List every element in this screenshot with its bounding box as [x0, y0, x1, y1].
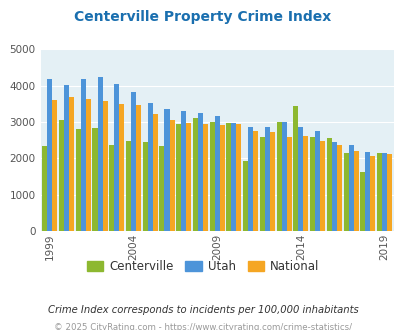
- Bar: [353, 151, 358, 231]
- Bar: [269, 132, 274, 231]
- Bar: [336, 145, 341, 231]
- Bar: [214, 116, 219, 231]
- Text: Centerville Property Crime Index: Centerville Property Crime Index: [74, 10, 331, 24]
- Bar: [236, 124, 241, 231]
- Bar: [247, 127, 253, 231]
- Bar: [298, 127, 303, 231]
- Bar: [281, 122, 286, 231]
- Bar: [376, 152, 381, 231]
- Bar: [186, 123, 191, 231]
- Text: Crime Index corresponds to incidents per 100,000 inhabitants: Crime Index corresponds to incidents per…: [47, 305, 358, 315]
- Bar: [81, 79, 85, 231]
- Bar: [192, 118, 198, 231]
- Bar: [243, 161, 247, 231]
- Bar: [360, 172, 364, 231]
- Bar: [253, 131, 258, 231]
- Bar: [198, 113, 202, 231]
- Bar: [136, 105, 141, 231]
- Bar: [276, 122, 281, 231]
- Bar: [320, 141, 324, 231]
- Bar: [348, 145, 353, 231]
- Bar: [209, 122, 214, 231]
- Bar: [293, 106, 298, 231]
- Bar: [176, 124, 181, 231]
- Bar: [42, 146, 47, 231]
- Bar: [343, 153, 348, 231]
- Bar: [152, 114, 158, 231]
- Bar: [143, 142, 147, 231]
- Bar: [64, 85, 69, 231]
- Bar: [314, 131, 320, 231]
- Bar: [119, 104, 124, 231]
- Bar: [326, 138, 331, 231]
- Bar: [85, 99, 91, 231]
- Bar: [364, 152, 369, 231]
- Bar: [202, 124, 207, 231]
- Bar: [109, 145, 114, 231]
- Bar: [97, 77, 102, 231]
- Bar: [131, 92, 136, 231]
- Bar: [226, 123, 231, 231]
- Bar: [102, 101, 107, 231]
- Text: © 2025 CityRating.com - https://www.cityrating.com/crime-statistics/: © 2025 CityRating.com - https://www.city…: [54, 323, 351, 330]
- Bar: [169, 120, 174, 231]
- Bar: [164, 109, 169, 231]
- Bar: [309, 137, 314, 231]
- Bar: [386, 154, 391, 231]
- Bar: [381, 153, 386, 231]
- Bar: [231, 123, 236, 231]
- Bar: [59, 120, 64, 231]
- Bar: [114, 83, 119, 231]
- Bar: [147, 103, 152, 231]
- Bar: [159, 146, 164, 231]
- Bar: [92, 127, 97, 231]
- Bar: [126, 141, 131, 231]
- Bar: [331, 142, 336, 231]
- Bar: [52, 100, 57, 231]
- Bar: [369, 156, 375, 231]
- Bar: [286, 137, 291, 231]
- Bar: [76, 129, 81, 231]
- Bar: [219, 125, 224, 231]
- Bar: [69, 97, 74, 231]
- Bar: [47, 79, 52, 231]
- Bar: [181, 111, 186, 231]
- Bar: [303, 136, 308, 231]
- Bar: [264, 127, 269, 231]
- Legend: Centerville, Utah, National: Centerville, Utah, National: [82, 255, 323, 278]
- Bar: [259, 137, 264, 231]
